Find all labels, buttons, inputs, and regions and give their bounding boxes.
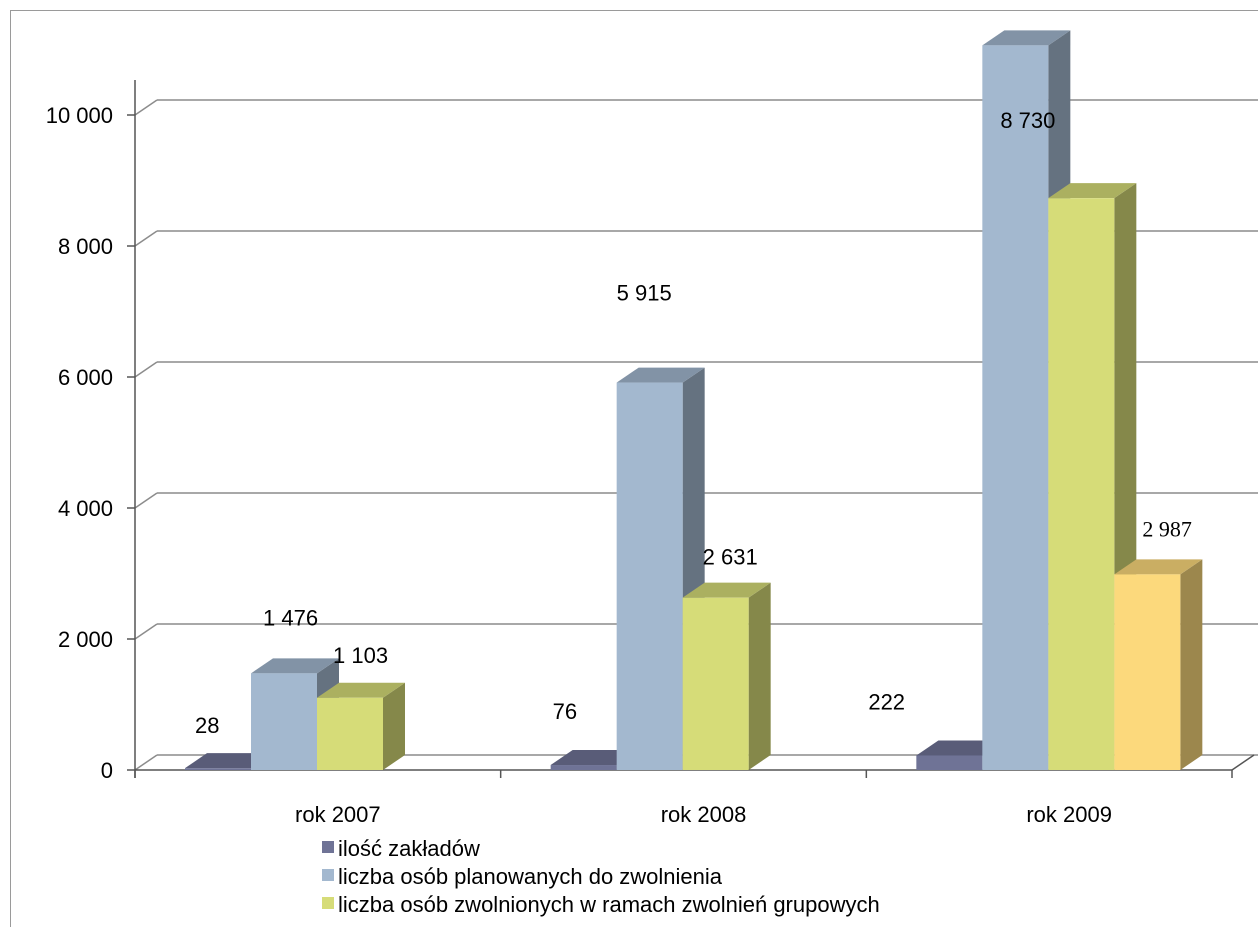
data-label: 2 987	[1142, 516, 1192, 541]
legend-swatch	[322, 897, 334, 909]
bar-3-front	[317, 697, 383, 770]
y-tick-label: 2 000	[58, 627, 113, 652]
bar-extra	[1114, 559, 1203, 770]
data-label: 5 915	[617, 281, 672, 306]
bar-extra-side	[1180, 559, 1203, 770]
data-label: 76	[553, 699, 577, 724]
gridline-diagonal	[134, 754, 158, 771]
bar-2-front	[982, 45, 1049, 771]
y-tick-label: 4 000	[58, 496, 113, 521]
bar-3	[317, 682, 405, 770]
bar-3-top	[1048, 183, 1137, 199]
axis-layer: 0 2 000 4 000 6 000 8 000 10 000 rok 2007 rok 2…	[46, 80, 1255, 827]
bar-3-front	[682, 597, 749, 770]
bar-extra-front	[1114, 574, 1181, 770]
legend-label: ilość zakładów	[338, 836, 480, 861]
bar-2-front	[251, 673, 317, 770]
bar-3-front	[1048, 198, 1115, 770]
bar-3-side	[748, 582, 771, 770]
bar-2-top	[616, 367, 705, 383]
y-tick-label: 8 000	[58, 234, 113, 259]
y-tick-label: 10 000	[46, 103, 113, 128]
bar-3-top	[682, 582, 771, 598]
data-label: 1 476	[263, 605, 318, 630]
bar-1-front	[185, 768, 251, 770]
data-label: 2 631	[703, 545, 758, 570]
bar-2-front	[616, 382, 683, 770]
bar-2-top	[982, 30, 1071, 46]
chart-frame	[10, 10, 1258, 927]
bar-extra-top	[1114, 559, 1203, 575]
bar-2-top	[251, 658, 339, 674]
gridline-diagonal	[134, 492, 158, 509]
bar-layer	[185, 30, 1203, 771]
bar-1-front	[916, 755, 983, 770]
bar-3-side	[383, 682, 405, 770]
gridline-diagonal	[134, 99, 158, 116]
data-label: 1 103	[333, 643, 388, 668]
data-label: 28	[195, 713, 219, 738]
bar-1-front	[550, 765, 617, 770]
gridline-diagonal	[134, 623, 158, 640]
x-category-label: rok 2009	[1026, 802, 1112, 827]
legend-label: liczba osób zwolnionych w ramach zwolnie…	[338, 892, 880, 917]
legend-swatch	[322, 869, 334, 881]
data-label: 222	[868, 689, 905, 714]
x-axis-depth	[1231, 754, 1255, 771]
gridline-diagonal	[134, 230, 158, 247]
bar-3-top	[317, 682, 405, 698]
x-category-label: rok 2008	[661, 802, 747, 827]
legend-swatch	[322, 841, 334, 853]
data-label: 8 730	[1000, 108, 1055, 133]
gridline-diagonal	[134, 361, 158, 378]
bar-3	[682, 582, 771, 770]
x-category-label: rok 2007	[295, 802, 381, 827]
legend-label: liczba osób planowanych do zwolnienia	[338, 864, 723, 889]
y-tick-label: 6 000	[58, 365, 113, 390]
y-tick-label: 0	[101, 758, 113, 783]
legend: ilość zakładów liczba osób planowanych do…	[322, 836, 880, 917]
